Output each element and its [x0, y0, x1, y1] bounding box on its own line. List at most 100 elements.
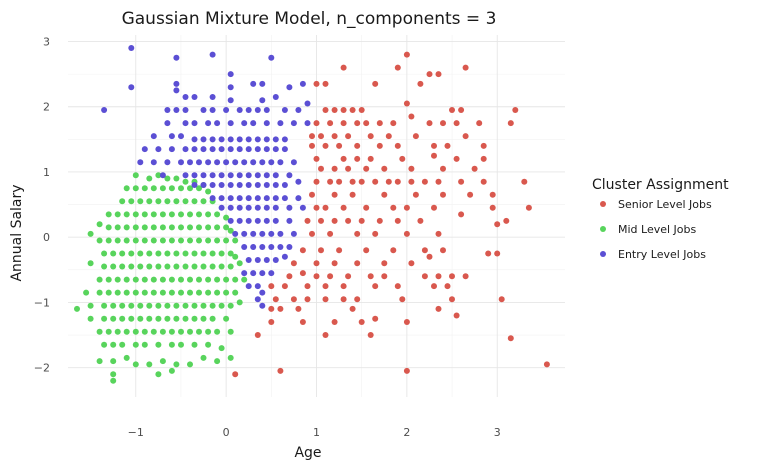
- data-point: [209, 136, 216, 143]
- data-point: [336, 247, 343, 254]
- data-point: [182, 120, 189, 127]
- data-point: [313, 80, 320, 87]
- data-point: [322, 107, 329, 113]
- data-point: [354, 120, 361, 127]
- data-point: [250, 270, 257, 277]
- data-point: [105, 276, 112, 283]
- data-point: [403, 367, 410, 374]
- data-point: [119, 341, 126, 348]
- data-point: [123, 276, 130, 283]
- data-point: [178, 211, 184, 218]
- data-point: [358, 217, 365, 224]
- data-point: [340, 64, 347, 71]
- data-point: [214, 159, 221, 166]
- data-point: [403, 230, 410, 237]
- data-point: [232, 237, 239, 244]
- data-point: [173, 263, 180, 270]
- data-point: [272, 257, 279, 263]
- data-point: [182, 198, 189, 205]
- data-point: [146, 198, 153, 205]
- data-point: [245, 283, 252, 290]
- data-point: [114, 276, 121, 283]
- data-point: [435, 273, 442, 280]
- data-point: [214, 224, 221, 231]
- data-point: [182, 107, 189, 113]
- data-point: [200, 172, 207, 179]
- data-point: [245, 182, 252, 188]
- x-tick-label: 2: [403, 426, 410, 439]
- data-point: [105, 211, 112, 218]
- data-point: [272, 136, 279, 143]
- data-point: [218, 345, 225, 352]
- data-point: [96, 276, 103, 283]
- data-point: [209, 302, 216, 309]
- data-point: [254, 107, 261, 113]
- data-point: [200, 250, 207, 257]
- data-point: [150, 224, 157, 231]
- data-point: [236, 107, 243, 113]
- data-point: [150, 159, 157, 166]
- data-point: [105, 289, 112, 296]
- data-point: [187, 328, 193, 335]
- data-point: [168, 133, 175, 140]
- data-point: [272, 204, 279, 211]
- data-point: [227, 84, 234, 91]
- data-point: [164, 302, 171, 309]
- data-point: [101, 107, 108, 113]
- data-point: [381, 273, 388, 280]
- data-point: [236, 195, 243, 202]
- data-point: [340, 296, 347, 303]
- data-point: [336, 142, 343, 149]
- data-point: [159, 328, 166, 335]
- data-point: [218, 146, 225, 153]
- data-point: [146, 263, 153, 270]
- data-point: [105, 224, 112, 231]
- data-point: [187, 289, 193, 296]
- data-point: [476, 120, 483, 127]
- data-point: [250, 120, 257, 127]
- data-point: [200, 198, 207, 205]
- y-tick-label: 3: [43, 36, 50, 49]
- data-point: [178, 328, 184, 335]
- data-point: [245, 204, 252, 211]
- data-point: [96, 237, 103, 244]
- data-point: [503, 217, 510, 224]
- data-point: [277, 244, 284, 250]
- data-point: [507, 335, 514, 342]
- data-point: [245, 146, 252, 153]
- data-point: [372, 230, 379, 237]
- x-tick-label: 1: [313, 426, 320, 439]
- data-point: [101, 250, 108, 257]
- data-point: [281, 283, 288, 290]
- data-point: [159, 358, 166, 365]
- data-point: [168, 211, 175, 218]
- data-point: [132, 276, 139, 283]
- data-point: [281, 136, 288, 143]
- data-point: [268, 319, 275, 325]
- y-axis-ticks: −2 −1 0 1 2 3: [34, 36, 50, 375]
- data-point: [182, 302, 189, 309]
- data-point: [132, 172, 139, 179]
- data-point: [254, 195, 261, 202]
- data-point: [236, 204, 243, 211]
- data-point: [290, 120, 297, 127]
- data-point: [223, 237, 230, 244]
- data-point: [250, 80, 257, 87]
- data-point: [159, 237, 166, 244]
- data-point: [209, 107, 216, 113]
- data-point: [218, 182, 225, 188]
- data-point: [218, 263, 225, 270]
- data-point: [354, 155, 361, 162]
- data-point: [209, 94, 216, 100]
- data-point: [403, 51, 410, 58]
- data-point: [318, 133, 324, 140]
- data-point: [268, 305, 275, 312]
- data-point: [141, 185, 148, 192]
- data-point: [155, 146, 162, 153]
- data-point: [345, 217, 352, 224]
- data-point: [322, 204, 329, 211]
- data-point: [223, 107, 230, 113]
- data-point: [119, 198, 126, 205]
- data-point: [372, 80, 379, 87]
- data-point: [173, 80, 180, 87]
